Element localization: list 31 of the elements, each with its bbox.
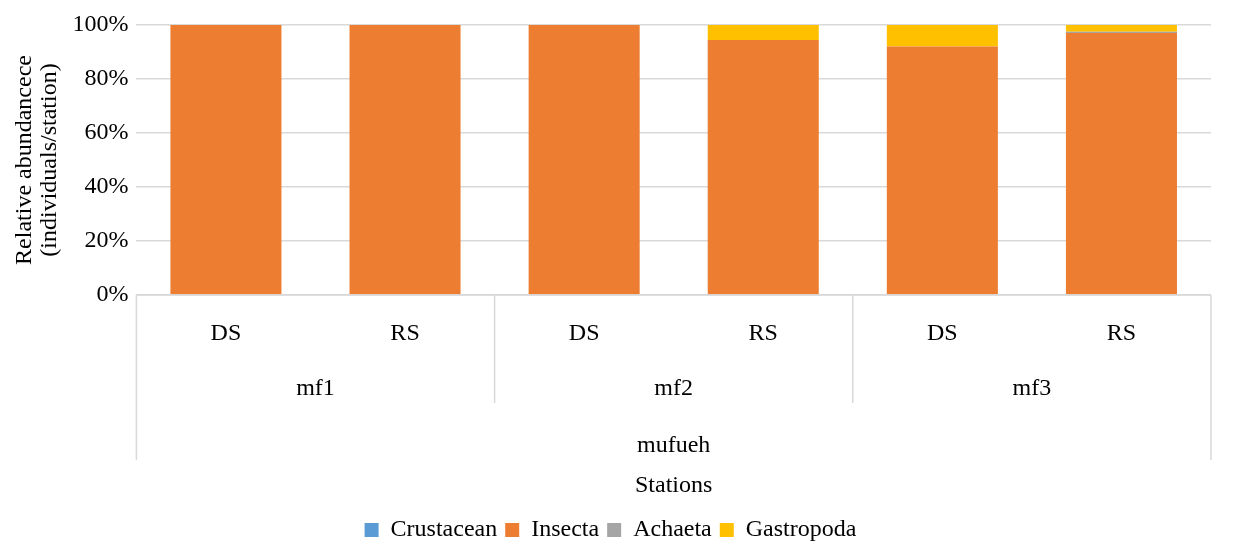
bar — [707, 40, 819, 295]
legend-label: Crustacean — [390, 515, 498, 542]
x-tick-label: RS — [748, 318, 778, 345]
bar — [886, 25, 998, 47]
text: mf2 — [654, 374, 694, 401]
y-tick-label: 20% — [84, 226, 129, 253]
y-tick-label: 60% — [84, 118, 129, 145]
legend-label: Insecta — [531, 515, 600, 542]
y-tick-label: 40% — [84, 172, 129, 199]
text: mf1 — [296, 374, 335, 401]
y-tick-label: 0% — [96, 280, 129, 307]
bar — [1065, 25, 1177, 32]
bar — [349, 25, 461, 295]
text: Stations — [635, 471, 713, 498]
x-tick-label: DS — [210, 318, 242, 345]
bar — [170, 25, 282, 295]
text: mufueh — [637, 431, 711, 458]
bar — [707, 25, 819, 41]
y-tick-label: 80% — [84, 64, 129, 91]
legend-label: Gastropoda — [745, 515, 857, 542]
y-tick-label: 100% — [72, 10, 129, 37]
text: mf3 — [1012, 374, 1052, 401]
bar — [1065, 33, 1177, 295]
x-tick-label: RS — [1106, 318, 1137, 345]
x-tick-label: DS — [927, 318, 958, 345]
y-axis-title: Relative abundancece (individuals/station) — [9, 55, 62, 265]
legend-label: Achaeta — [633, 515, 713, 542]
x-tick-label: RS — [390, 318, 420, 345]
x-tick-label: DS — [568, 318, 600, 345]
bar — [528, 25, 640, 295]
bar — [886, 46, 998, 295]
